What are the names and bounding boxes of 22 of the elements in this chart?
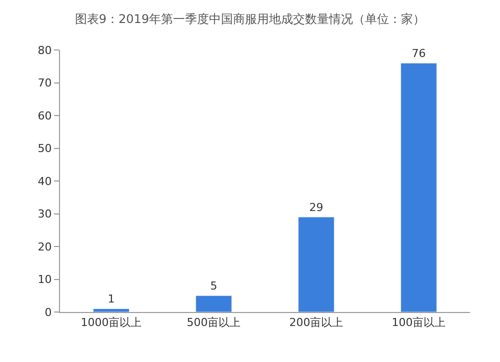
bar <box>196 295 232 312</box>
bar <box>298 216 334 312</box>
y-tick-label: 80 <box>38 44 52 57</box>
y-tick-label: 0 <box>44 306 52 319</box>
data-label: 1 <box>108 292 115 306</box>
x-tick-label: 200亩以上 <box>289 316 344 330</box>
bar <box>93 308 130 312</box>
data-label: 29 <box>309 201 324 214</box>
x-tick-label: 1000亩以上 <box>80 316 142 330</box>
data-label: 5 <box>210 280 218 293</box>
x-tick-label: 100亩以上 <box>392 316 446 330</box>
x-tick-label: 500亩以上 <box>186 316 241 330</box>
chart-title: 图表9：2019年第一季度中国商服用地成交数量情况（单位：家） <box>74 12 426 26</box>
y-tick-label: 50 <box>38 142 52 156</box>
y-tick-label: 10 <box>38 273 52 286</box>
y-tick-label: 20 <box>38 240 52 254</box>
bar <box>400 62 437 312</box>
y-tick-label: 60 <box>38 109 52 122</box>
data-label: 76 <box>412 47 426 60</box>
y-tick-label: 30 <box>38 208 52 221</box>
y-tick-label: 70 <box>38 76 52 90</box>
y-tick-label: 40 <box>38 174 52 188</box>
